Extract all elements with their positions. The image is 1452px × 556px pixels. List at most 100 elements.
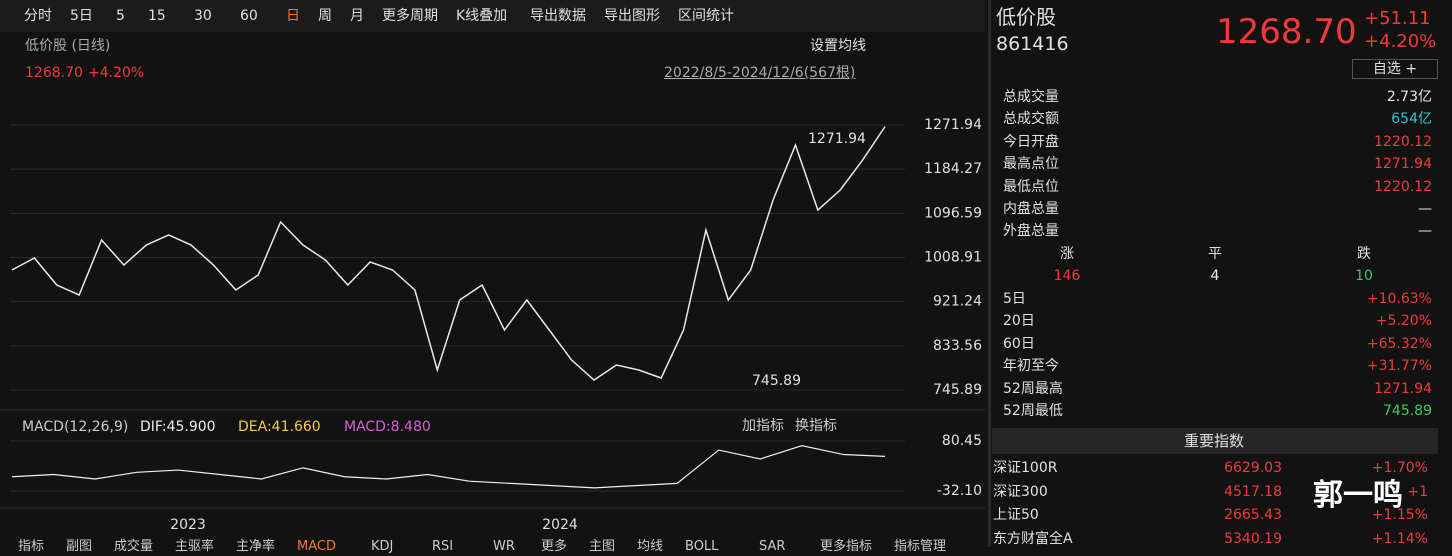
bottom-tab[interactable]: 指标管理 bbox=[894, 539, 947, 554]
add-indicator[interactable]: 加指标 bbox=[742, 418, 784, 434]
stat-label: 外盘总量 bbox=[1003, 223, 1059, 240]
bottom-tab[interactable]: 主驱率 bbox=[175, 539, 215, 554]
bottom-tab[interactable]: WR bbox=[493, 539, 515, 554]
index-value: 5340.19 bbox=[1224, 530, 1282, 547]
toolbar-item[interactable]: 月 bbox=[350, 8, 364, 24]
quote-change: +51.11 bbox=[1364, 8, 1431, 29]
stat-value: — bbox=[1418, 223, 1432, 240]
period-value: 745.89 bbox=[1383, 403, 1432, 419]
stat-label: 最低点位 bbox=[1003, 178, 1059, 195]
bottom-tab[interactable]: RSI bbox=[432, 539, 454, 554]
period-label: 52周最低 bbox=[1003, 403, 1063, 419]
toolbar-item[interactable]: 60 bbox=[240, 8, 258, 24]
period-label: 60日 bbox=[1003, 335, 1035, 352]
bottom-tab[interactable]: 均线 bbox=[637, 539, 664, 554]
breadth-value: 4 bbox=[1210, 268, 1220, 284]
index-pct: +1 bbox=[1407, 483, 1428, 500]
breadth-header: 跌 bbox=[1357, 246, 1371, 262]
chart: 1271.94 1184.27 1096.59 1008.91 921.24 833.56… bbox=[0, 117, 985, 533]
toolbar-item[interactable]: 30 bbox=[194, 8, 212, 24]
toolbar-item[interactable]: 15 bbox=[148, 8, 166, 24]
stat-label: 总成交额 bbox=[1003, 111, 1059, 128]
bottom-tab[interactable]: 主净率 bbox=[236, 539, 276, 554]
y-tick-label: 833.56 bbox=[933, 338, 982, 354]
period-label: 年初至今 bbox=[1003, 358, 1059, 375]
bottom-tab[interactable]: MACD bbox=[297, 539, 336, 554]
stat-value: 654亿 bbox=[1391, 111, 1432, 128]
bottom-tab[interactable]: 更多 bbox=[541, 539, 568, 554]
y-tick-label: 1184.27 bbox=[924, 161, 982, 177]
quote-name: 低价股 bbox=[996, 5, 1056, 29]
index-pct: +1.70% bbox=[1371, 460, 1428, 476]
dif-line bbox=[11, 445, 886, 489]
quote-price: 1268.70 bbox=[1216, 12, 1357, 52]
toolbar-item[interactable]: 分时 bbox=[24, 8, 52, 24]
bottom-tab[interactable]: 副图 bbox=[66, 539, 93, 554]
index-name: 深证100R bbox=[993, 460, 1058, 476]
breadth-header: 涨 bbox=[1060, 246, 1074, 262]
bottom-tab[interactable]: KDJ bbox=[371, 539, 394, 554]
quote-pct: +4.20% bbox=[1364, 31, 1437, 52]
index-pct: +1.15% bbox=[1371, 507, 1428, 523]
toolbar-item[interactable]: 更多周期 bbox=[382, 8, 438, 24]
low-label: 745.89 bbox=[752, 373, 801, 389]
y-tick-label: 1008.91 bbox=[924, 250, 982, 266]
period-value: +5.20% bbox=[1375, 313, 1432, 330]
change: +4.20% bbox=[88, 65, 145, 81]
toolbar-item[interactable]: 导出数据 bbox=[530, 8, 586, 24]
index-value: 2665.43 bbox=[1224, 507, 1282, 523]
y-tick-label: 1271.94 bbox=[924, 117, 982, 133]
stat-value: 2.73亿 bbox=[1386, 89, 1432, 105]
chart-title: 低价股 (日线) bbox=[25, 38, 111, 54]
quote-code: 861416 bbox=[996, 33, 1069, 55]
bottom-tab[interactable]: 更多指标 bbox=[820, 539, 873, 554]
dea: DEA:41.660 bbox=[238, 419, 321, 435]
breadth-value: 10 bbox=[1355, 268, 1373, 284]
index-pct: +1.14% bbox=[1371, 530, 1428, 547]
stat-label: 总成交量 bbox=[1003, 89, 1059, 105]
stat-label: 最高点位 bbox=[1003, 156, 1059, 173]
period-value: +31.77% bbox=[1366, 358, 1432, 375]
ma-button[interactable]: 设置均线 bbox=[810, 38, 866, 54]
period-value: 1271.94 bbox=[1374, 380, 1432, 397]
index-title: 重要指数 bbox=[1184, 432, 1245, 450]
toolbar-item[interactable]: 5 bbox=[116, 8, 125, 24]
breadth-header: 平 bbox=[1208, 246, 1222, 262]
date-range: 2022/8/5-2024/12/6(567根) bbox=[664, 65, 856, 81]
price-line bbox=[11, 126, 886, 381]
divider bbox=[988, 0, 991, 547]
watermark: 郭一鸣 bbox=[1313, 478, 1403, 513]
toolbar-item[interactable]: 5日 bbox=[70, 8, 93, 24]
index-value: 6629.03 bbox=[1224, 460, 1282, 476]
bottom-tab[interactable]: SAR bbox=[759, 539, 786, 554]
stat-value: 1271.94 bbox=[1374, 156, 1432, 173]
x-tick-label: 2024 bbox=[542, 517, 578, 533]
index-name: 东方财富全A bbox=[993, 530, 1073, 547]
high-label: 1271.94 bbox=[808, 131, 866, 147]
stat-label: 内盘总量 bbox=[1003, 201, 1059, 217]
toolbar-item[interactable]: 区间统计 bbox=[678, 8, 734, 24]
dif: DIF:45.900 bbox=[140, 419, 216, 435]
stat-value: 1220.12 bbox=[1374, 178, 1432, 195]
stat-value: — bbox=[1418, 201, 1432, 217]
toolbar-item[interactable]: K线叠加 bbox=[456, 8, 508, 24]
toolbar-item[interactable]: 导出图形 bbox=[604, 8, 660, 24]
toolbar-item[interactable]: 周 bbox=[318, 8, 332, 24]
period-value: +10.63% bbox=[1366, 291, 1432, 307]
bottom-tab[interactable]: 成交量 bbox=[114, 539, 154, 554]
switch-indicator[interactable]: 换指标 bbox=[795, 418, 837, 434]
period-label: 52周最高 bbox=[1003, 380, 1063, 397]
bottom-tab[interactable]: 指标 bbox=[18, 539, 45, 554]
period-value: +65.32% bbox=[1366, 335, 1432, 352]
bottom-tab[interactable]: BOLL bbox=[685, 539, 719, 554]
macd-title: MACD(12,26,9) bbox=[22, 419, 129, 435]
y-tick-label: 80.45 bbox=[942, 433, 982, 449]
index-header-bg bbox=[992, 428, 1438, 454]
watch-button[interactable]: 自选 + bbox=[1352, 59, 1438, 79]
bottom-tab[interactable]: 主图 bbox=[589, 539, 616, 554]
index-value: 4517.18 bbox=[1224, 483, 1282, 500]
toolbar-item[interactable]: 日 bbox=[286, 8, 300, 24]
y-tick-label: -32.10 bbox=[937, 483, 982, 499]
x-tick-label: 2023 bbox=[170, 517, 206, 533]
